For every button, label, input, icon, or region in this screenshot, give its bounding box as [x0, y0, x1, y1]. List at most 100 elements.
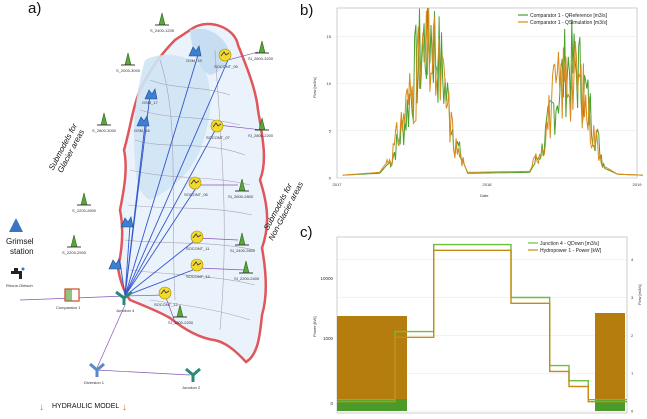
submodel-label: SI_2800-2200 [248, 133, 274, 138]
gsm-label: SOCONT_06 [184, 192, 208, 197]
chart-b-yticks: 0 5 10 15 [327, 34, 332, 181]
chart-c-yticks-right: 0 1 2 3 4 [631, 257, 634, 413]
gsm-label: GSM_19 [186, 58, 202, 63]
snow-submodel[interactable]: SI_2600-2800 SOCONT_06 [184, 172, 258, 212]
glacier-submodel[interactable]: S_2800-3000 GSM_16 [92, 110, 150, 155]
glacier-area-2 [190, 28, 229, 75]
station-triangle-icon[interactable] [8, 217, 24, 233]
power-bar-left-bottom [337, 399, 407, 411]
snow-submodel[interactable]: SI_2800-2200 SOCONT_07 [206, 115, 275, 155]
y2-tick-label: 3 [631, 295, 634, 300]
y-tick-label: 15 [327, 34, 332, 39]
snow-icon [190, 230, 204, 244]
submodel-label: SI_2600-2800 [228, 194, 254, 199]
glacier-submodel[interactable]: S_2200-2500 [62, 232, 122, 277]
chart-b-gridlines [337, 36, 637, 179]
glacier-area [133, 54, 211, 200]
contour-lines [124, 49, 256, 331]
snow-submodel[interactable]: SI_2400-2600 SOCONT_11 [186, 230, 265, 270]
distribution-icon [235, 178, 249, 192]
panel-a-label: a) [28, 0, 42, 17]
chart-c-yticks-left: 0 1000 10000 [320, 276, 333, 406]
distribution-icon [67, 234, 81, 248]
hydraulic-model-footer: HYDRAULIC MODEL [52, 403, 120, 410]
snow-icon [210, 119, 224, 133]
simulation-series-line [342, 8, 643, 176]
glacier-icon [188, 45, 202, 57]
legend-item-reference: Comparator 1 - QReference [m3/s] [530, 13, 608, 19]
y2-tick-label: 1 [631, 371, 634, 376]
glacier-submodel[interactable]: S_2200-2800 [72, 190, 134, 235]
glacier-icon [108, 258, 122, 270]
chart-c-legend: Junction 4 - QDown [m3/s] Hydropower 1 -… [528, 241, 602, 254]
snow-submodel[interactable]: SI_1800-2200 SOCONT_12 [154, 286, 218, 336]
panel-c-label: c) [300, 224, 313, 241]
submodel-label: SI_2200-2400 [234, 276, 260, 281]
comparator-label: Comparator 1 [56, 305, 81, 310]
distribution-icon [255, 40, 269, 54]
snow-links [19, 51, 263, 376]
chart-c-ylabel-left: Power [kW] [312, 317, 317, 337]
gsm-label: SOCONT_11 [186, 246, 210, 251]
junction2-label: Junction 2 [182, 385, 201, 390]
panel-b-label: b) [300, 2, 314, 19]
chart-b-ylabel: Flow [m3/s] [312, 78, 317, 98]
faucet-icon[interactable] [10, 266, 26, 280]
junction-label: Junction 4 [116, 308, 135, 313]
submodel-label: S_2200-2800 [72, 208, 97, 213]
y2-tick-label: 2 [631, 333, 634, 338]
junction-icon[interactable] [114, 290, 134, 306]
power-bar-left-top [337, 316, 407, 399]
glacier-submodel[interactable]: S_2000-3000 GSM_17 [116, 50, 158, 105]
y-tick-label: 0 [330, 401, 333, 406]
x-tick-label: 2018 [483, 182, 493, 187]
y2-tick-label: 4 [631, 257, 634, 262]
chart-b-legend: Comparator 1 - QReference [m3/s] Compara… [518, 13, 608, 26]
y2-tick-label: 0 [631, 409, 634, 414]
glacier-icon [144, 88, 158, 100]
glacier-icon [136, 115, 150, 127]
gsm-label: SOCONT_05 [214, 64, 238, 69]
y-tick-label: 5 [329, 128, 332, 133]
gsm-label: SOCONT_13 [186, 274, 210, 279]
junction2-icon[interactable] [184, 367, 202, 383]
snow-icon [158, 286, 172, 300]
submodel-label: S_2000-3000 [116, 68, 141, 73]
submodel-label: S_2800-3000 [92, 128, 117, 133]
gsm-label: SOCONT_07 [206, 135, 230, 140]
power-bar-right-bottom [595, 399, 625, 411]
station-name: Grimsel [6, 237, 34, 246]
footer-arrow-left: ↓ [39, 402, 44, 413]
y-tick-label: 1000 [323, 336, 334, 341]
gsm-label: GSM_17 [142, 100, 158, 105]
chart-b-xlabel: Date [480, 193, 489, 198]
submodel-label: SI_1800-2200 [168, 320, 194, 325]
submodel-label: S_2200-2500 [62, 250, 87, 255]
snow-submodel[interactable]: SI_2800-3200 SOCONT_05 [214, 38, 278, 78]
y-tick-label: 0 [329, 176, 332, 181]
distribution-icon [239, 260, 253, 274]
glacier-submodel[interactable]: S_2400-1205 GSM_19 [150, 10, 202, 65]
snow-icon [188, 176, 202, 190]
distribution-icon [77, 192, 91, 206]
snow-submodel[interactable]: SI_2200-2400 SOCONT_13 [186, 258, 265, 298]
x-tick-label: 2019 [633, 182, 643, 187]
submodel-label: S_2400-1205 [150, 28, 175, 33]
comparator-icon[interactable] [64, 288, 80, 302]
power-bar-right-top [595, 313, 625, 399]
submodel-label: SI_2800-3200 [248, 56, 274, 61]
snow-icon [190, 258, 204, 272]
distribution-icon [173, 304, 187, 318]
footer-arrow-right: ↓ [122, 402, 127, 413]
distribution-icon [155, 12, 169, 26]
chart-b-xticks: 2017 2018 2019 [333, 182, 643, 187]
diversion-icon[interactable] [88, 362, 106, 378]
station-subtitle: station [10, 247, 34, 256]
gsm-label: SOCONT_12 [154, 302, 178, 307]
flow-comparison-chart: 0 5 10 15 2017 2018 2019 Flow [m3/s] Date Com… [312, 7, 643, 198]
distribution-icon [255, 117, 269, 131]
distribution-icon [121, 52, 135, 66]
distribution-icon [97, 112, 111, 126]
glacier-icon [120, 216, 134, 228]
legend-item-simulation: Comparator 1 - QSimulation [m3/s] [530, 20, 608, 26]
